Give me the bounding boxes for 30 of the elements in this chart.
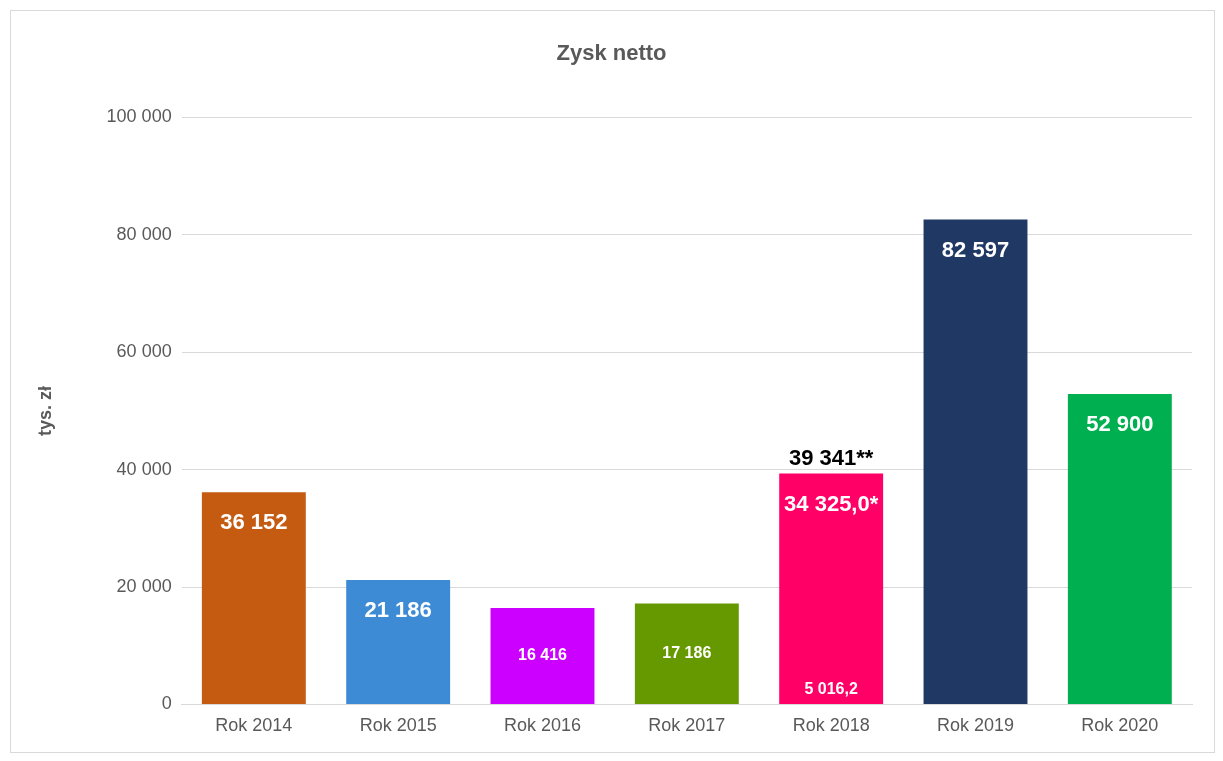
data-label: 21 186 xyxy=(364,597,432,623)
bar xyxy=(346,580,451,704)
x-tick-label: Rok 2016 xyxy=(503,715,582,736)
y-tick-label: 80 000 xyxy=(116,223,172,244)
data-label: 16 416 xyxy=(518,646,568,664)
y-tick-label: 100 000 xyxy=(106,106,172,127)
data-label: 5 016,2 xyxy=(804,679,858,697)
bar xyxy=(634,603,739,704)
bar xyxy=(1067,393,1172,704)
data-label: 52 900 xyxy=(1086,410,1154,436)
chart-title: Zysk netto xyxy=(556,40,667,66)
y-tick-label: 40 000 xyxy=(116,458,172,479)
x-tick-label: Rok 2019 xyxy=(936,715,1015,736)
data-label: 82 597 xyxy=(941,236,1010,262)
x-tick-label: Rok 2015 xyxy=(359,715,437,736)
data-label: 17 186 xyxy=(662,644,712,662)
y-axis-title: tys. zł xyxy=(34,385,55,436)
data-label: 34 325,0* xyxy=(784,490,879,516)
y-tick-label: 20 000 xyxy=(116,575,172,596)
bar xyxy=(490,608,595,704)
x-tick-label: Rok 2018 xyxy=(792,715,870,736)
total-label: 39 341** xyxy=(788,444,874,470)
data-label: 36 152 xyxy=(220,509,288,535)
x-tick-label: Rok 2020 xyxy=(1081,715,1159,736)
bar xyxy=(923,219,1028,704)
x-tick-label: Rok 2017 xyxy=(648,715,726,736)
y-tick-label: 60 000 xyxy=(116,341,172,362)
y-tick-label: 0 xyxy=(161,693,172,714)
x-tick-label: Rok 2014 xyxy=(215,715,293,736)
bar xyxy=(201,492,306,704)
